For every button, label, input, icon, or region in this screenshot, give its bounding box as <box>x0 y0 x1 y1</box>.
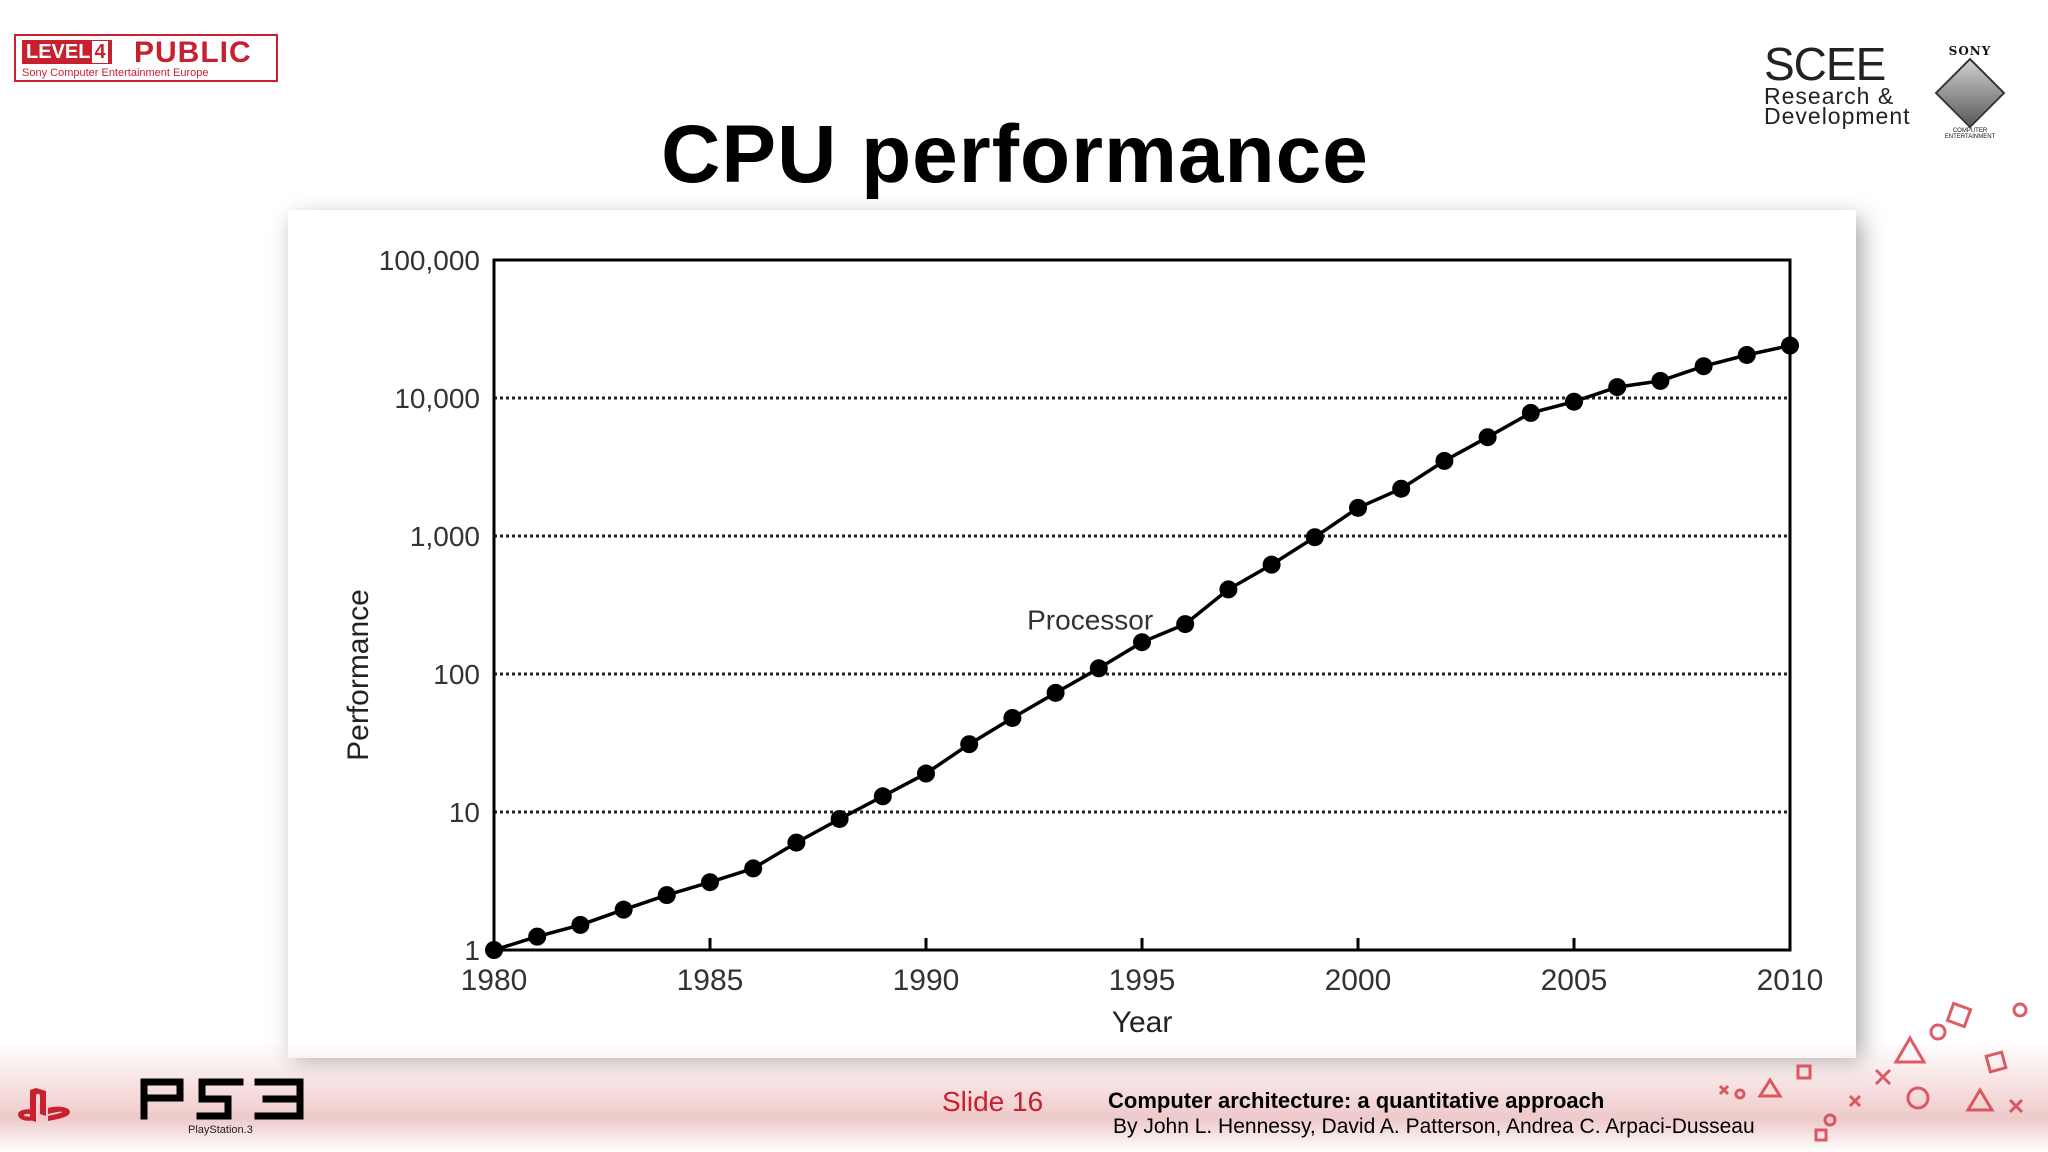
performance-chart: 1 10 100 1,000 10,000 100,000 1980 1985 1990 199… <box>342 245 1824 1039</box>
data-point-1992 <box>1003 708 1022 727</box>
data-point-2005 <box>1565 392 1583 411</box>
scee-line1: Research & <box>1764 83 1895 109</box>
data-point-2000 <box>1349 498 1367 517</box>
data-point-2007 <box>1651 371 1670 390</box>
y-tick-label-0: 1 <box>464 935 480 966</box>
scee-logo: SCEE Research & Development <box>1764 38 1911 129</box>
series-layer <box>485 336 1799 959</box>
x-tick-label-5: 2005 <box>1541 964 1608 997</box>
x-tick-label-2: 1990 <box>893 964 960 997</box>
data-point-1998 <box>1262 555 1281 574</box>
y-tick-label-5: 100,000 <box>379 245 480 276</box>
axis-ticks <box>492 938 1792 950</box>
y-tick-label-3: 1,000 <box>410 521 480 552</box>
slide-title: CPU performance <box>661 109 1369 200</box>
x-tick-label-0: 1980 <box>461 964 528 997</box>
data-point-1984 <box>657 886 676 905</box>
sony-diamond-icon <box>1934 57 2006 129</box>
sony-sub: COMPUTER ENTERTAINMENT <box>1944 128 1996 140</box>
level-public-badge: LEVEL 4 PUBLIC Sony Computer Entertainmen… <box>14 34 278 82</box>
sony-logo: SONY COMPUTER ENTERTAINMENT <box>1934 44 2006 140</box>
data-point-2002 <box>1435 451 1454 470</box>
y-axis-title: Performance <box>342 589 375 761</box>
x-tick-label-3: 1995 <box>1109 964 1176 997</box>
data-point-1995 <box>1133 633 1151 652</box>
data-point-2010 <box>1781 336 1799 355</box>
x-tick-label-6: 2010 <box>1757 964 1824 997</box>
chart-card: 1 10 100 1,000 10,000 100,000 1980 1985 1990 199… <box>288 210 1856 1058</box>
data-point-1999 <box>1305 528 1324 547</box>
data-point-2008 <box>1694 357 1713 376</box>
scee-line2: Development <box>1764 103 1911 129</box>
x-tick-labels: 1980 1985 1990 1995 2000 2005 2010 <box>461 964 1824 997</box>
x-tick-label-1: 1985 <box>677 964 744 997</box>
data-point-1988 <box>830 809 849 828</box>
data-point-2004 <box>1521 403 1540 422</box>
data-point-1980 <box>485 941 503 959</box>
sony-name: SONY <box>1948 44 1992 58</box>
data-point-1996 <box>1176 615 1195 634</box>
data-point-1993 <box>1046 683 1065 702</box>
ps3-subtitle: PlayStation.3 <box>188 1124 253 1136</box>
data-point-2003 <box>1478 428 1497 447</box>
reference-title: Computer architecture: a quantitative ap… <box>1108 1088 1605 1113</box>
y-tick-label-2: 100 <box>433 659 480 690</box>
footer-band <box>0 1040 2048 1152</box>
data-point-1991 <box>960 735 979 754</box>
data-point-1982 <box>571 915 590 934</box>
data-point-2006 <box>1608 378 1627 397</box>
data-point-2009 <box>1737 345 1756 364</box>
processor-annotation: Processor <box>1027 605 1153 636</box>
data-point-1997 <box>1219 580 1238 599</box>
badge-subtitle: Sony Computer Entertainment Europe <box>22 67 209 79</box>
x-axis-title: Year <box>1112 1006 1173 1039</box>
slide-number: Slide 16 <box>942 1086 1044 1117</box>
y-tick-label-4: 10,000 <box>394 383 480 414</box>
data-point-1990 <box>917 764 935 783</box>
badge-public: PUBLIC <box>134 36 252 69</box>
data-point-1986 <box>744 859 763 878</box>
reference-authors: By John L. Hennessy, David A. Patterson,… <box>1113 1115 1755 1138</box>
ps3-logo-icon <box>140 1078 304 1120</box>
data-point-1987 <box>787 833 806 852</box>
data-point-1981 <box>528 927 547 946</box>
data-point-2001 <box>1392 479 1411 498</box>
y-tick-label-1: 10 <box>449 797 480 828</box>
data-point-1983 <box>614 900 633 919</box>
badge-level: LEVEL 4 <box>22 40 112 64</box>
playstation-logo-icon <box>18 1088 70 1122</box>
scee-name: SCEE <box>1764 38 1886 90</box>
y-tick-labels: 1 10 100 1,000 10,000 100,000 <box>379 245 480 966</box>
data-point-1994 <box>1089 659 1108 678</box>
data-point-1985 <box>701 873 719 892</box>
x-tick-label-4: 2000 <box>1325 964 1392 997</box>
data-point-1989 <box>873 787 892 806</box>
playstation-symbols-decoration <box>1718 1001 2028 1142</box>
